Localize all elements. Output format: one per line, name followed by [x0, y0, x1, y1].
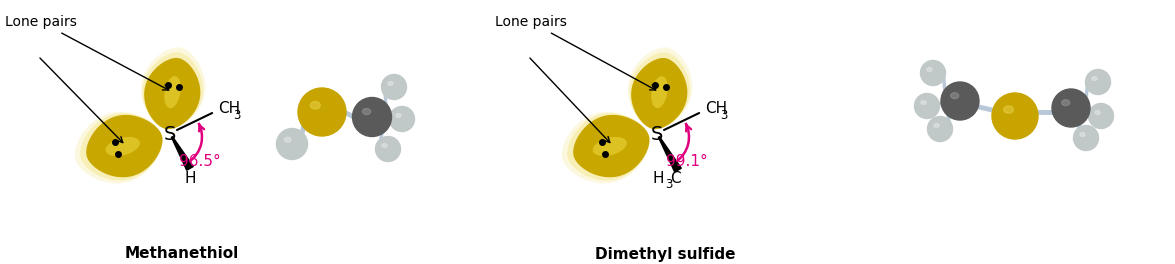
Text: Methanethiol: Methanethiol: [125, 247, 240, 262]
Ellipse shape: [927, 68, 932, 72]
Ellipse shape: [388, 82, 394, 86]
Ellipse shape: [1092, 77, 1097, 81]
Circle shape: [298, 88, 345, 136]
PathPatch shape: [75, 112, 162, 183]
Circle shape: [1086, 69, 1110, 95]
PathPatch shape: [165, 76, 181, 108]
PathPatch shape: [592, 137, 627, 156]
Ellipse shape: [284, 137, 291, 142]
Ellipse shape: [1062, 100, 1069, 106]
Circle shape: [389, 106, 415, 131]
Text: 3: 3: [720, 109, 728, 121]
Circle shape: [992, 93, 1038, 139]
Text: CH: CH: [705, 101, 727, 116]
PathPatch shape: [631, 58, 687, 129]
Text: S: S: [651, 125, 663, 144]
Circle shape: [1088, 103, 1114, 129]
PathPatch shape: [573, 115, 650, 177]
Ellipse shape: [1080, 133, 1086, 136]
Circle shape: [927, 116, 953, 142]
Circle shape: [920, 60, 946, 86]
PathPatch shape: [106, 137, 140, 156]
PathPatch shape: [142, 52, 203, 129]
Ellipse shape: [1095, 111, 1100, 115]
Text: 3: 3: [234, 109, 241, 121]
PathPatch shape: [562, 112, 650, 183]
PathPatch shape: [627, 47, 692, 129]
Text: CH: CH: [219, 101, 240, 116]
Ellipse shape: [934, 124, 939, 128]
Ellipse shape: [362, 109, 370, 115]
Polygon shape: [658, 137, 682, 172]
PathPatch shape: [145, 58, 201, 129]
Circle shape: [1074, 125, 1099, 150]
PathPatch shape: [568, 113, 650, 181]
Circle shape: [376, 136, 401, 162]
PathPatch shape: [86, 115, 162, 177]
Ellipse shape: [382, 144, 387, 148]
Text: Dimethyl sulfide: Dimethyl sulfide: [595, 247, 736, 262]
Text: H: H: [652, 171, 664, 186]
PathPatch shape: [80, 113, 162, 181]
Text: C: C: [670, 171, 680, 186]
Ellipse shape: [310, 101, 321, 109]
Text: H: H: [184, 171, 195, 186]
Text: 96.5°: 96.5°: [179, 154, 221, 169]
PathPatch shape: [630, 52, 690, 129]
Ellipse shape: [921, 101, 926, 105]
PathPatch shape: [141, 47, 206, 129]
Circle shape: [1052, 89, 1090, 127]
PathPatch shape: [651, 76, 667, 108]
Text: S: S: [163, 125, 176, 144]
Circle shape: [352, 97, 391, 136]
Circle shape: [276, 129, 308, 159]
Circle shape: [941, 82, 979, 120]
Circle shape: [914, 93, 940, 119]
Ellipse shape: [396, 114, 401, 117]
Text: Lone pairs: Lone pairs: [495, 15, 656, 90]
Circle shape: [382, 74, 407, 100]
Text: Lone pairs: Lone pairs: [5, 15, 169, 90]
Ellipse shape: [951, 93, 959, 99]
Text: 99.1°: 99.1°: [666, 154, 707, 169]
Ellipse shape: [1003, 106, 1013, 113]
Polygon shape: [172, 137, 194, 170]
Text: 3: 3: [665, 178, 672, 191]
